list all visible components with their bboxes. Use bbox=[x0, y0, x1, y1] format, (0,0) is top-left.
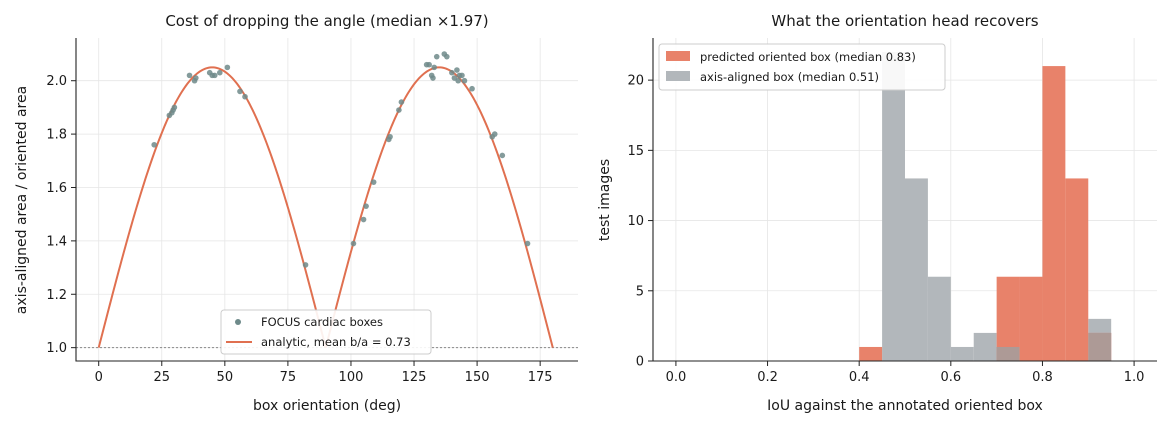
left-chart: Cost of dropping the angle (median ×1.97… bbox=[14, 12, 578, 414]
scatter-point bbox=[216, 69, 223, 76]
left-y-axis-label: axis-aligned area / oriented area bbox=[14, 86, 30, 314]
scatter-point bbox=[444, 53, 450, 60]
scatter-point bbox=[430, 75, 436, 81]
scatter-point bbox=[363, 203, 369, 209]
left-legend: FOCUS cardiac boxes analytic, mean b/a =… bbox=[220, 309, 432, 355]
legend-oriented-swatch bbox=[666, 51, 690, 61]
right-chart-title: What the orientation head recovers bbox=[771, 12, 1038, 30]
axis-aligned-bar bbox=[905, 178, 928, 361]
scatter-point bbox=[224, 64, 231, 71]
legend-curve-label: analytic, mean b/a = 0.73 bbox=[261, 335, 411, 349]
left-y-tick-label: 2.0 bbox=[46, 74, 67, 89]
scatter-point bbox=[431, 64, 438, 71]
left-x-tick-label: 175 bbox=[528, 370, 553, 385]
legend-scatter-marker bbox=[235, 319, 241, 325]
right-x-tick-label: 0.2 bbox=[757, 370, 778, 385]
left-axes-spines bbox=[75, 38, 578, 362]
legend-oriented-label: predicted oriented box (median 0.83) bbox=[700, 50, 916, 64]
right-y-tick-label: 20 bbox=[627, 74, 644, 89]
scatter-point bbox=[237, 88, 243, 95]
left-x-tick-label: 0 bbox=[95, 370, 103, 385]
oriented-bar bbox=[996, 276, 1020, 361]
scatter-point bbox=[171, 104, 178, 111]
right-x-tick-label: 0.0 bbox=[666, 370, 687, 385]
right-y-tick-label: 0 bbox=[636, 355, 644, 370]
left-y-tick-label: 1.4 bbox=[46, 234, 67, 249]
scatter-point bbox=[426, 61, 432, 68]
right-y-ticks: 0 5 10 15 20 bbox=[627, 74, 653, 370]
legend-axis-aligned-swatch bbox=[666, 71, 690, 81]
oriented-bar bbox=[859, 346, 883, 361]
right-legend-box bbox=[658, 43, 946, 91]
oriented-bar bbox=[1065, 178, 1089, 361]
scatter-point bbox=[360, 216, 367, 223]
right-y-axis-label: test images bbox=[597, 159, 613, 241]
overlap-bar bbox=[1088, 332, 1112, 361]
scatter-point bbox=[211, 72, 218, 79]
left-y-tick-label: 1.8 bbox=[46, 128, 67, 143]
axis-aligned-bar bbox=[882, 52, 905, 361]
scatter-point bbox=[186, 72, 193, 79]
scatter-point bbox=[449, 69, 455, 76]
scatter-point bbox=[193, 75, 199, 81]
scatter-point bbox=[396, 107, 402, 113]
axis-aligned-bar bbox=[927, 276, 951, 361]
scatter-point bbox=[302, 262, 309, 268]
legend-axis-aligned-label: axis-aligned box (median 0.51) bbox=[700, 70, 879, 84]
scatter-point bbox=[398, 99, 405, 105]
left-y-tick-label: 1.0 bbox=[46, 341, 67, 356]
left-x-axis-label: box orientation (deg) bbox=[253, 398, 401, 414]
scatter-point bbox=[469, 85, 475, 92]
right-x-tick-label: 0.8 bbox=[1032, 370, 1053, 385]
scatter-point bbox=[499, 152, 506, 159]
oriented-bar bbox=[1019, 276, 1043, 361]
left-x-tick-label: 50 bbox=[217, 370, 234, 385]
left-x-tick-label: 75 bbox=[280, 370, 297, 385]
scatter-point bbox=[433, 53, 440, 60]
right-y-tick-label: 15 bbox=[627, 144, 644, 159]
right-y-tick-label: 5 bbox=[636, 284, 644, 299]
oriented-histogram bbox=[859, 66, 1112, 361]
scatter-point bbox=[524, 240, 531, 247]
scatter-point bbox=[350, 240, 357, 247]
left-legend-box bbox=[220, 309, 432, 355]
left-x-tick-label: 150 bbox=[465, 370, 490, 385]
axis-aligned-bar bbox=[973, 332, 997, 361]
right-x-tick-label: 1.0 bbox=[1124, 370, 1145, 385]
right-legend: predicted oriented box (median 0.83) axi… bbox=[658, 43, 946, 91]
left-y-tick-label: 1.2 bbox=[46, 288, 67, 303]
scatter-point bbox=[455, 77, 461, 84]
right-chart: What the orientation head recovers 0.0 0.… bbox=[597, 12, 1157, 414]
scatter-point bbox=[370, 179, 377, 185]
right-x-axis-label: IoU against the annotated oriented box bbox=[767, 398, 1043, 414]
scatter-points bbox=[151, 51, 531, 268]
left-y-tick-label: 1.6 bbox=[46, 181, 67, 196]
scatter-point bbox=[454, 67, 460, 73]
analytic-curve bbox=[97, 66, 554, 348]
left-y-ticks: 1.0 1.2 1.4 1.6 1.8 2.0 bbox=[46, 74, 76, 356]
right-x-tick-label: 0.6 bbox=[940, 370, 961, 385]
scatter-point bbox=[459, 72, 465, 79]
overlap-bar bbox=[996, 346, 1020, 361]
left-x-tick-label: 100 bbox=[339, 370, 364, 385]
oriented-bar bbox=[1042, 66, 1066, 361]
legend-scatter-label: FOCUS cardiac boxes bbox=[261, 315, 383, 329]
left-x-tick-label: 25 bbox=[153, 370, 170, 385]
scatter-point bbox=[491, 131, 498, 137]
left-x-ticks: 0 25 50 75 100 125 150 175 bbox=[95, 361, 553, 385]
scatter-point bbox=[151, 141, 158, 148]
right-x-ticks: 0.0 0.2 0.4 0.6 0.8 1.0 bbox=[666, 361, 1145, 385]
right-y-tick-label: 10 bbox=[627, 214, 644, 229]
scatter-point bbox=[242, 93, 248, 100]
left-chart-title: Cost of dropping the angle (median ×1.97… bbox=[165, 12, 488, 30]
left-x-tick-label: 125 bbox=[402, 370, 427, 385]
axis-aligned-bar bbox=[950, 346, 974, 361]
scatter-point bbox=[461, 77, 468, 84]
right-x-tick-label: 0.4 bbox=[849, 370, 870, 385]
scatter-point bbox=[387, 133, 393, 140]
